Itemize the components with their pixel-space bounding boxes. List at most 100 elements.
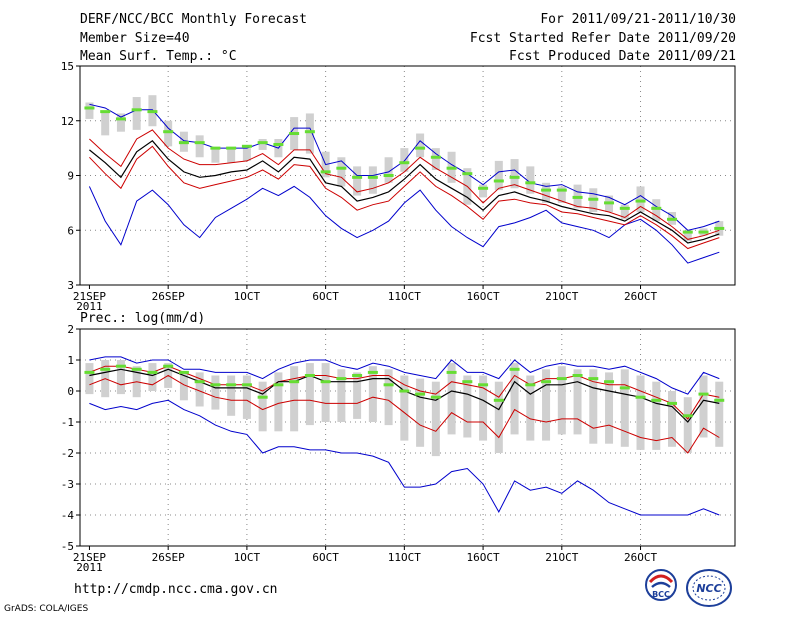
- ensemble-box: [526, 375, 535, 441]
- ensemble-box: [557, 186, 566, 203]
- ensemble-box: [179, 372, 188, 401]
- ensemble-box: [416, 133, 425, 158]
- ensemble-box: [557, 366, 566, 435]
- x-tick-label: 1OCT: [234, 551, 261, 564]
- y-tick-label: 12: [61, 115, 74, 128]
- bcc-logo-text: BCC: [652, 590, 670, 599]
- x-tick-label: 1OCT: [234, 290, 261, 303]
- y-tick-label: 2: [67, 323, 74, 336]
- ensemble-box: [526, 166, 535, 194]
- ensemble-box: [337, 157, 346, 187]
- ensemble-box: [368, 366, 377, 422]
- ensemble-box: [211, 375, 220, 410]
- ensemble-box: [683, 397, 692, 453]
- y-tick-label: 0: [67, 385, 74, 398]
- bcc-logo-icon: BCC: [645, 569, 677, 601]
- y-tick-label: 3: [67, 279, 74, 292]
- lower-inner-line: [89, 145, 720, 250]
- ensemble-box: [321, 363, 330, 422]
- ensemble-box: [431, 381, 440, 457]
- x-tick-label: 26OCT: [624, 290, 657, 303]
- ensemble-box: [463, 375, 472, 438]
- ensemble-box: [132, 97, 141, 130]
- lower-outer-line: [88, 185, 720, 264]
- ensemble-box: [242, 148, 251, 161]
- ensemble-box: [542, 369, 551, 441]
- upper-inner-line: [89, 365, 720, 420]
- ensemble-box: [620, 369, 629, 447]
- ensemble-box: [148, 363, 157, 391]
- member-size-label: Member Size=40: [80, 31, 190, 46]
- variable-label-precip: Prec.: log(mm/d): [80, 311, 206, 326]
- ensemble-box: [636, 186, 645, 212]
- ensemble-box: [242, 375, 251, 419]
- ensemble-box: [384, 157, 393, 183]
- y-tick-label: -5: [61, 540, 74, 553]
- ensemble-box: [431, 148, 440, 171]
- ensemble-box: [227, 375, 236, 416]
- ensemble-box: [494, 381, 503, 453]
- x-tick-year: 2011: [76, 561, 103, 574]
- ensemble-box: [337, 369, 346, 422]
- ensemble-box: [573, 369, 582, 435]
- ensemble-box: [211, 148, 220, 163]
- y-tick-label: -1: [61, 416, 74, 429]
- upper-inner-line: [89, 129, 720, 240]
- ensemble-box: [620, 204, 629, 220]
- ensemble-box: [479, 375, 488, 441]
- ensemble-box: [542, 182, 551, 203]
- ensemble-box: [258, 381, 267, 432]
- ncc-logo-text: NCC: [696, 582, 721, 595]
- ensemble-box: [305, 113, 314, 154]
- variable-label-temp: Mean Surf. Temp.: °C: [80, 49, 237, 64]
- ensemble-box: [652, 199, 661, 222]
- x-tick-label: 26SEP: [152, 290, 185, 303]
- y-tick-label: -2: [61, 447, 74, 460]
- ensemble-box: [400, 148, 409, 172]
- ensemble-box: [416, 378, 425, 447]
- ensemble-box: [195, 372, 204, 407]
- ensemble-box: [384, 369, 393, 426]
- ensemble-box: [368, 166, 377, 194]
- ensemble-box: [668, 391, 677, 447]
- x-tick-label: 21SEP: [73, 551, 106, 564]
- ensemble-box: [494, 160, 503, 191]
- ensemble-box: [510, 159, 519, 189]
- y-tick-label: -4: [61, 509, 75, 522]
- ensemble-box: [274, 372, 283, 432]
- upper-outer-line: [89, 103, 720, 231]
- ensemble-box: [195, 135, 204, 158]
- ensemble-box: [258, 139, 267, 150]
- x-tick-label: 16OCT: [467, 290, 500, 303]
- ensemble-box: [652, 381, 661, 450]
- ensemble-box: [636, 375, 645, 450]
- lower-outer-line: [89, 399, 720, 516]
- ensemble-box: [699, 375, 708, 438]
- ensemble-box: [164, 120, 173, 147]
- x-tick-year: 2011: [76, 300, 103, 313]
- ensemble-box: [715, 381, 724, 447]
- x-tick-label: 11OCT: [388, 290, 421, 303]
- lower-inner-line: [89, 374, 720, 454]
- ensemble-box: [85, 102, 94, 119]
- median-line: [89, 139, 720, 244]
- ensemble-box: [589, 369, 598, 444]
- ensemble-box: [510, 363, 519, 435]
- y-tick-label: -3: [61, 478, 74, 491]
- x-tick-label: 16OCT: [467, 551, 500, 564]
- chart-title: DERF/NCC/BCC Monthly Forecast: [80, 12, 307, 27]
- x-tick-label: 26OCT: [624, 551, 657, 564]
- forecast-period: For 2011/09/21-2011/10/30: [540, 12, 736, 27]
- forecast-produced-date: Fcst Produced Date 2011/09/21: [509, 49, 736, 64]
- x-tick-label: 6OCT: [312, 551, 339, 564]
- plot-frame: [79, 328, 736, 547]
- ensemble-box: [605, 372, 614, 444]
- website-url[interactable]: http://cmdp.ncc.cma.gov.cn: [74, 582, 278, 597]
- x-tick-label: 6OCT: [312, 290, 339, 303]
- ensemble-box: [447, 363, 456, 435]
- ensemble-box: [101, 111, 110, 136]
- x-tick-label: 26SEP: [152, 551, 185, 564]
- ensemble-box: [116, 113, 125, 132]
